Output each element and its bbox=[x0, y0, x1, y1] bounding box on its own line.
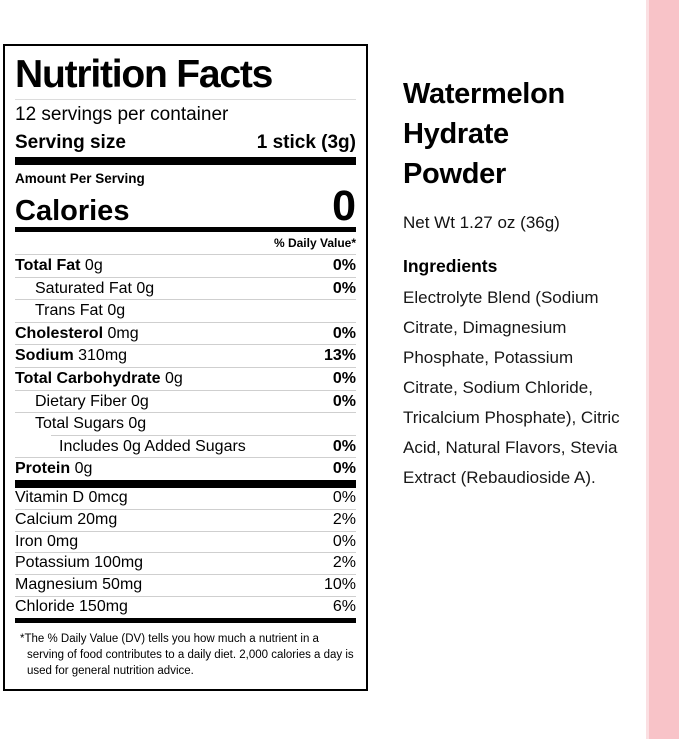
row-divider-indented bbox=[51, 434, 356, 436]
nutrient-pct: 0% bbox=[332, 324, 356, 342]
nutrient-name: Trans Fat 0g bbox=[35, 302, 126, 320]
calories-label: Calories bbox=[15, 195, 130, 227]
mineral-pct: 2% bbox=[332, 554, 356, 572]
row-divider bbox=[15, 412, 356, 414]
product-name-line: Powder bbox=[403, 158, 506, 190]
product-name: Watermelon Hydrate Powder bbox=[403, 74, 621, 194]
mineral-row-calcium: Calcium 20mg 2% bbox=[15, 510, 356, 531]
mineral-row-potassium: Potassium 100mg 2% bbox=[15, 553, 356, 574]
row-divider bbox=[15, 595, 356, 597]
serving-size-label: Serving size bbox=[15, 132, 126, 153]
mineral-name: Vitamin D 0mcg bbox=[15, 488, 128, 506]
serving-size-value: 1 stick (3g) bbox=[256, 132, 356, 153]
pink-accent-strip bbox=[646, 0, 679, 739]
servings-per-container: 12 servings per container bbox=[15, 104, 229, 125]
nutrient-name: Total Sugars 0g bbox=[35, 415, 147, 433]
mineral-name: Iron 0mg bbox=[15, 532, 79, 550]
row-divider bbox=[15, 508, 356, 510]
row-divider bbox=[15, 299, 356, 301]
nutrient-name: Dietary Fiber 0g bbox=[35, 392, 149, 410]
section-bar bbox=[15, 157, 356, 165]
row-divider bbox=[15, 321, 356, 323]
footnote-asterisk: * bbox=[20, 632, 25, 645]
nutrient-pct: 0% bbox=[332, 392, 356, 410]
row-divider bbox=[15, 276, 356, 278]
row-divider bbox=[15, 389, 356, 391]
mineral-row-chloride: Chloride 150mg 6% bbox=[15, 597, 356, 618]
nutrition-facts-panel: Nutrition Facts 12 servings per containe… bbox=[3, 44, 368, 691]
nutrient-row-cholesterol: Cholesterol 0mg 0% bbox=[15, 323, 356, 345]
mineral-name: Calcium 20mg bbox=[15, 510, 118, 528]
calories-value: 0 bbox=[332, 182, 356, 230]
product-name-line: Hydrate bbox=[403, 118, 509, 150]
row-divider bbox=[15, 366, 356, 368]
ingredients-text: Electrolyte Blend (Sodium Citrate, Dimag… bbox=[403, 288, 620, 487]
nutrient-row-added-sugars: Includes 0g Added Sugars 0% bbox=[15, 436, 356, 458]
product-info-column: Watermelon Hydrate Powder Net Wt 1.27 oz… bbox=[403, 74, 621, 493]
mineral-pct: 0% bbox=[332, 488, 356, 506]
nutrient-row-trans-fat: Trans Fat 0g bbox=[15, 300, 356, 322]
mineral-row-iron: Iron 0mg 0% bbox=[15, 532, 356, 553]
nutrient-name: Includes 0g Added Sugars bbox=[59, 437, 246, 455]
nutrient-row-saturated-fat: Saturated Fat 0g 0% bbox=[15, 278, 356, 300]
row-divider bbox=[15, 530, 356, 532]
mineral-pct: 0% bbox=[332, 532, 356, 550]
row-divider bbox=[15, 574, 356, 576]
nutrient-name: Saturated Fat 0g bbox=[35, 279, 155, 297]
mineral-pct: 6% bbox=[332, 597, 356, 615]
ingredients-title: Ingredients bbox=[403, 256, 498, 276]
net-weight: Net Wt 1.27 oz (36g) bbox=[403, 213, 560, 232]
nutrient-pct: 0% bbox=[332, 460, 356, 478]
nutrient-row-total-fat: Total Fat 0g 0% bbox=[15, 255, 356, 277]
nutrient-pct: 0% bbox=[332, 369, 356, 387]
nutrient-row-dietary-fiber: Dietary Fiber 0g 0% bbox=[15, 391, 356, 413]
calories-row: Calories 0 bbox=[15, 182, 356, 230]
nutrient-name: Cholesterol 0mg bbox=[15, 324, 139, 342]
nutrient-pct: 13% bbox=[323, 347, 356, 365]
nutrient-row-sodium: Sodium 310mg 13% bbox=[15, 345, 356, 367]
nutrition-facts-title: Nutrition Facts bbox=[15, 53, 273, 96]
serving-size-row: Serving size 1 stick (3g) bbox=[15, 130, 356, 157]
nutrient-row-total-sugars: Total Sugars 0g bbox=[15, 413, 356, 435]
nutrient-row-total-carbohydrate: Total Carbohydrate 0g 0% bbox=[15, 368, 356, 390]
daily-value-footnote: *The % Daily Value (DV) tells you how mu… bbox=[15, 623, 355, 679]
mineral-row-vitamin-d: Vitamin D 0mcg 0% bbox=[15, 488, 356, 509]
nutrient-name: Total Carbohydrate 0g bbox=[15, 369, 183, 387]
nutrient-name: Total Fat 0g bbox=[15, 257, 103, 274]
daily-value-header: % Daily Value* bbox=[273, 236, 356, 250]
section-bar bbox=[15, 617, 356, 623]
row-divider bbox=[15, 254, 356, 255]
row-divider bbox=[15, 344, 356, 346]
mineral-pct: 10% bbox=[323, 576, 356, 594]
footnote-text: The % Daily Value (DV) tells you how muc… bbox=[24, 632, 354, 677]
product-name-line: Watermelon bbox=[403, 78, 565, 110]
section-bar bbox=[15, 227, 356, 232]
nutrient-pct: 0% bbox=[332, 437, 356, 455]
mineral-name: Potassium 100mg bbox=[15, 554, 144, 572]
section-bar bbox=[15, 479, 356, 488]
nutrient-name: Protein 0g bbox=[15, 460, 93, 478]
title-divider bbox=[15, 99, 356, 100]
mineral-name: Chloride 150mg bbox=[15, 597, 128, 615]
nutrient-row-protein: Protein 0g 0% bbox=[15, 458, 356, 480]
row-divider bbox=[15, 552, 356, 554]
nutrient-name: Sodium 310mg bbox=[15, 347, 128, 365]
mineral-pct: 2% bbox=[332, 510, 356, 528]
mineral-row-magnesium: Magnesium 50mg 10% bbox=[15, 575, 356, 596]
nutrient-pct: 0% bbox=[332, 279, 356, 297]
nutrient-pct: 0% bbox=[332, 257, 356, 274]
amount-per-serving: Amount Per Serving bbox=[15, 171, 145, 186]
mineral-name: Magnesium 50mg bbox=[15, 576, 143, 594]
row-divider bbox=[15, 457, 356, 459]
